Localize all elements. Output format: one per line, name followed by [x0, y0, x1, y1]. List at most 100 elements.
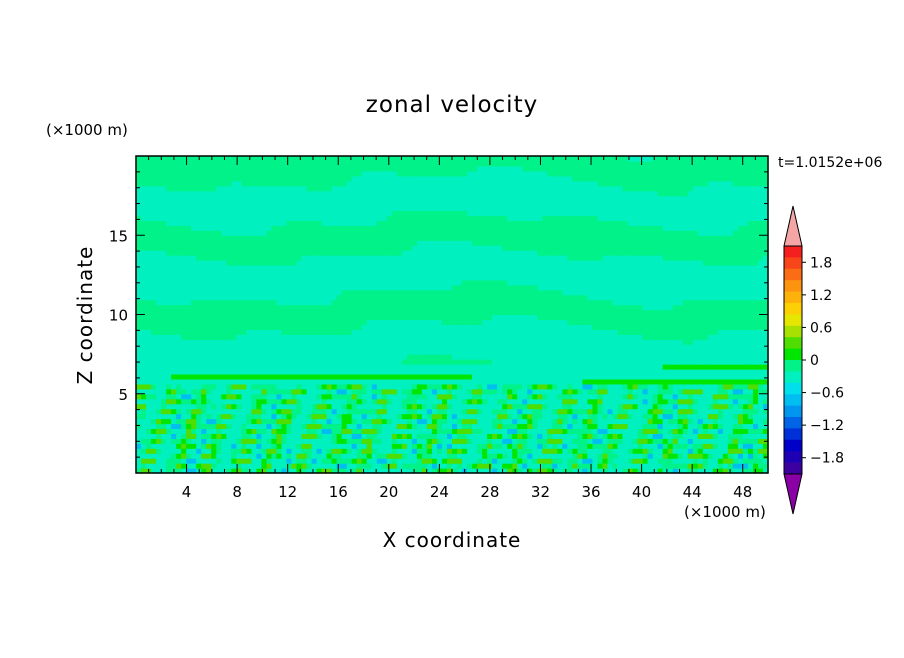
field-cell	[311, 443, 318, 449]
field-cell	[176, 309, 182, 316]
field-cell	[532, 458, 538, 464]
field-cell	[682, 354, 689, 360]
field-cell	[682, 294, 689, 301]
field-cell	[682, 393, 689, 400]
field-cell	[416, 329, 423, 335]
field-cell	[246, 359, 252, 365]
field-cell	[441, 413, 448, 420]
field-cell	[682, 344, 689, 350]
field-cell	[191, 334, 197, 340]
field-cell	[607, 368, 614, 375]
field-cell	[592, 324, 599, 330]
field-cell	[517, 423, 523, 430]
field-cell	[376, 423, 383, 430]
field-cell	[391, 408, 398, 415]
field-cell	[331, 373, 338, 380]
field-cell	[391, 453, 398, 459]
field-cell	[181, 368, 187, 375]
field-cell	[597, 373, 604, 380]
field-cell	[321, 349, 328, 355]
field-cell	[632, 304, 639, 311]
field-cell	[482, 274, 488, 281]
field-cell	[542, 294, 548, 301]
field-cell	[662, 368, 669, 375]
field-cell	[371, 279, 378, 286]
field-cell	[692, 418, 699, 425]
field-cell	[502, 299, 508, 306]
field-cell	[467, 344, 473, 350]
field-cell	[682, 319, 689, 326]
field-cell	[667, 458, 674, 464]
field-cell	[391, 448, 398, 454]
field-cell	[436, 284, 443, 291]
field-cell	[416, 304, 423, 311]
field-cell	[717, 319, 724, 326]
field-cell	[351, 403, 358, 410]
field-cell	[386, 334, 393, 340]
field-cell	[326, 314, 333, 321]
field-cell	[166, 294, 172, 301]
field-cell	[366, 274, 373, 281]
field-cell	[477, 314, 483, 321]
field-cell	[296, 364, 303, 370]
field-cell	[607, 378, 614, 385]
field-cell	[497, 398, 503, 405]
field-cell	[457, 388, 463, 395]
field-cell	[487, 344, 493, 350]
field-cell	[452, 368, 458, 375]
field-cell	[677, 329, 684, 335]
field-cell	[231, 294, 237, 301]
field-cell	[316, 339, 323, 345]
field-cell	[692, 443, 699, 449]
field-cell	[682, 314, 689, 321]
field-cell	[371, 314, 378, 321]
field-cell	[231, 368, 237, 375]
field-cell	[457, 383, 463, 390]
field-cell	[276, 393, 283, 400]
field-cell	[166, 339, 172, 345]
field-cell	[737, 299, 744, 306]
field-cell	[702, 349, 709, 355]
field-cell	[206, 408, 212, 415]
field-cell	[517, 408, 523, 415]
field-cell	[136, 388, 142, 395]
field-cell	[557, 393, 563, 400]
field-cell	[136, 289, 142, 296]
field-cell	[396, 428, 403, 434]
field-cell	[171, 453, 177, 459]
field-cell	[391, 438, 398, 444]
field-cell	[356, 388, 363, 395]
field-cell	[627, 458, 634, 464]
field-cell	[326, 319, 333, 326]
field-cell	[587, 279, 594, 286]
field-cell	[547, 458, 553, 464]
field-cell	[431, 463, 438, 469]
field-cell	[321, 324, 328, 330]
field-cell	[572, 453, 578, 459]
field-cell	[306, 289, 313, 296]
field-cell	[166, 314, 172, 321]
field-cell	[542, 413, 548, 420]
field-cell	[446, 349, 453, 355]
field-cell	[472, 438, 478, 444]
field-cell	[742, 468, 749, 474]
field-cell	[747, 438, 754, 444]
field-cell	[672, 413, 679, 420]
field-cell	[582, 299, 589, 306]
field-cell	[727, 463, 734, 469]
field-cell	[522, 364, 528, 370]
field-cell	[211, 329, 217, 335]
field-cell	[657, 304, 664, 311]
field-cell	[326, 378, 333, 385]
field-cell	[231, 468, 237, 474]
field-cell	[567, 398, 573, 405]
field-cell	[452, 378, 458, 385]
field-cell	[512, 438, 518, 444]
field-cell	[502, 284, 508, 291]
field-cell	[401, 299, 408, 306]
field-cell	[371, 448, 378, 454]
field-cell	[502, 428, 508, 434]
field-cell	[762, 368, 769, 375]
field-cell	[371, 433, 378, 439]
field-cell	[452, 408, 458, 415]
